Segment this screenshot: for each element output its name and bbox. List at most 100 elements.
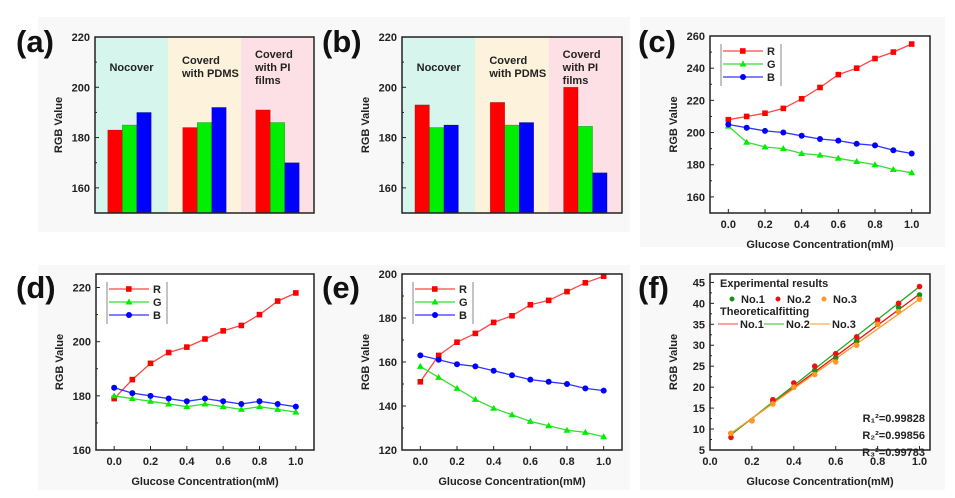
y-tick-label: 260	[687, 31, 705, 43]
data-point-B	[165, 395, 172, 402]
group-label: Nocover	[417, 62, 462, 74]
x-tick-label: 0.0	[107, 456, 122, 468]
data-point-B	[835, 137, 842, 144]
data-point-G	[600, 433, 608, 440]
y-axis-label: RGB Value	[360, 334, 372, 390]
bar-G-2	[577, 126, 593, 214]
data-point-R	[743, 113, 750, 120]
data-point-B	[853, 140, 860, 147]
data-point-no3	[791, 384, 797, 390]
y-tick-label: 35	[693, 319, 705, 331]
bar-G-1	[504, 124, 520, 214]
data-point-G	[908, 169, 916, 176]
data-point-R	[417, 379, 424, 385]
data-point-G	[274, 405, 282, 412]
group-label: Nocover	[109, 62, 154, 74]
data-point-no3	[728, 430, 734, 437]
x-tick-label: 1.0	[596, 456, 611, 468]
data-point-G	[183, 403, 191, 410]
bar-B-0	[443, 124, 459, 214]
data-point-G	[490, 404, 498, 411]
panel-label-f: (f)	[638, 270, 669, 305]
data-point-G	[110, 392, 118, 399]
x-tick-label: 0.8	[867, 219, 882, 231]
data-point-R	[725, 116, 732, 123]
bar-R-2	[563, 87, 579, 214]
legend-title-fitting: Theoreticalfitting	[720, 306, 809, 318]
r-squared-3: R₃²=0.99783	[862, 447, 925, 459]
x-tick-label: 0.0	[413, 456, 428, 468]
y-tick-label: 220	[687, 95, 705, 107]
legend-marker-G	[125, 298, 133, 305]
y-tick-label: 160	[72, 183, 90, 195]
y-tick-label: 240	[687, 63, 705, 75]
x-tick-label: 0.0	[721, 219, 736, 231]
bar-G-0	[429, 127, 445, 214]
legend-label-R: R	[153, 284, 161, 296]
legend-marker-G	[739, 60, 747, 67]
data-point-no2	[895, 300, 902, 307]
data-point-R	[817, 84, 823, 91]
bar-B-1	[211, 107, 227, 214]
data-point-B	[454, 361, 460, 368]
y-axis-label: RGB Value	[360, 97, 372, 153]
legend-marker-no3	[821, 296, 827, 302]
data-point-R	[274, 298, 281, 304]
r-squared-1: R₁²=0.99828	[863, 413, 925, 425]
y-tick-label: 160	[379, 357, 397, 369]
y-tick-label: 200	[379, 82, 397, 94]
data-point-R	[293, 290, 299, 296]
data-point-B	[472, 363, 479, 370]
r-squared-2: R₂²=0.99856	[862, 430, 925, 442]
data-point-no3	[749, 417, 755, 424]
x-tick-label: 0.4	[179, 456, 195, 468]
data-point-R	[184, 344, 190, 350]
legend-label-point: No.3	[833, 294, 857, 306]
data-point-no2	[811, 363, 818, 369]
data-point-B	[292, 403, 299, 410]
data-point-B	[490, 367, 497, 374]
data-point-R	[111, 395, 117, 402]
data-point-G	[508, 411, 516, 418]
plot-area	[710, 36, 930, 213]
legend-marker-B	[126, 312, 132, 318]
data-point-B	[798, 132, 805, 139]
data-point-B	[564, 381, 570, 387]
plot-frame	[401, 273, 623, 451]
legend-label-B: B	[153, 310, 161, 322]
legend-label-G: G	[767, 59, 776, 71]
data-point-G	[563, 426, 571, 433]
plot-frame	[94, 36, 315, 214]
data-point-R	[872, 55, 878, 62]
data-point-R	[220, 328, 226, 334]
y-tick-label: 5	[699, 445, 705, 457]
y-tick-label: 45	[693, 277, 705, 289]
y-axis-label: RGB Value	[54, 334, 66, 390]
x-tick-label: 0.6	[831, 219, 846, 231]
legend-marker-R	[126, 286, 132, 292]
x-tick-label: 1.0	[912, 456, 927, 468]
group-label: Coverd	[489, 55, 527, 67]
data-point-no3	[916, 296, 923, 302]
data-point-G	[292, 408, 300, 415]
y-tick-label: 160	[73, 445, 91, 457]
legend-label-B: B	[767, 72, 775, 84]
data-point-no3	[832, 359, 839, 365]
bar-R-1	[182, 127, 198, 214]
bar-R-0	[414, 104, 430, 214]
y-tick-label: 220	[73, 283, 91, 295]
data-point-G	[256, 403, 263, 410]
data-point-G	[761, 143, 769, 150]
plot-area	[710, 274, 930, 450]
data-point-no2	[916, 283, 923, 290]
x-axis-label: Glucose Concentration(mM)	[131, 476, 279, 488]
data-point-R	[890, 49, 897, 55]
group-label: with PDMS	[488, 68, 546, 80]
data-point-G	[545, 422, 553, 429]
data-point-G	[219, 403, 227, 410]
y-tick-label: 120	[379, 445, 397, 457]
y-tick-label: 180	[72, 133, 90, 145]
group-label: with PDMS	[181, 68, 239, 80]
data-point-G	[816, 151, 824, 158]
